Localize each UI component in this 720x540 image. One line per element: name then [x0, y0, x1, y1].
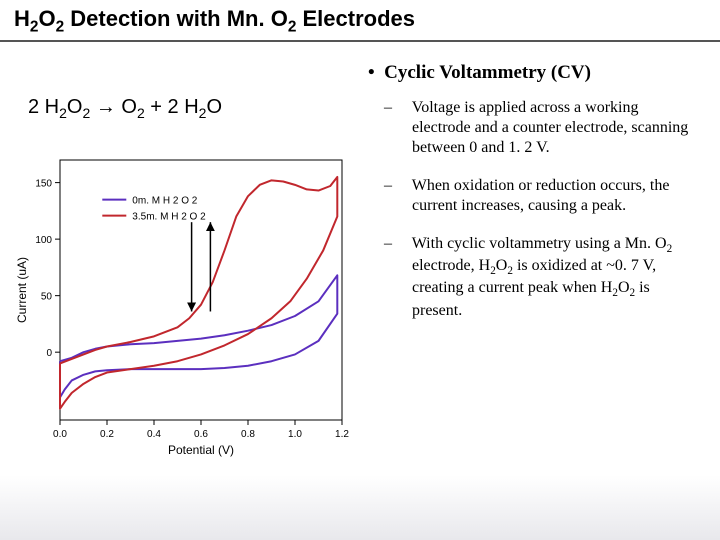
svg-text:0: 0	[46, 348, 52, 359]
svg-text:0.6: 0.6	[194, 429, 208, 440]
svg-text:0m. M H 2 O 2: 0m. M H 2 O 2	[132, 196, 197, 207]
slide-title: H2O2 Detection with Mn. O2 Electrodes	[14, 6, 415, 36]
svg-text:100: 100	[35, 235, 52, 246]
svg-text:0.8: 0.8	[241, 429, 255, 440]
sub-bullet-3: – With cyclic voltammetry using a Mn. O2…	[398, 234, 698, 321]
svg-text:50: 50	[41, 292, 53, 303]
sub-bullet-1: – Voltage is applied across a working el…	[398, 98, 698, 158]
svg-text:1.0: 1.0	[288, 429, 302, 440]
svg-text:Potential (V): Potential (V)	[168, 443, 234, 457]
cv-chart: 0.0 0.2 0.4 0.6 0.8 1.0 1.2 0 50 100 150 Potential …	[12, 150, 352, 460]
svg-text:0.2: 0.2	[100, 429, 114, 440]
svg-text:3.5m. M H 2 O 2: 3.5m. M H 2 O 2	[132, 212, 206, 223]
title-underline	[0, 40, 720, 42]
svg-text:0.4: 0.4	[147, 429, 161, 440]
main-bullet: • Cyclic Voltammetry (CV)	[368, 62, 591, 84]
svg-text:150: 150	[35, 179, 52, 190]
sub-bullet-2: – When oxidation or reduction occurs, th…	[398, 176, 698, 216]
svg-text:1.2: 1.2	[335, 429, 349, 440]
svg-text:Current (uA): Current (uA)	[15, 257, 29, 323]
reaction-equation: 2 H2O2 → O2 + 2 H2O	[28, 96, 222, 121]
sub-bullet-list: – Voltage is applied across a working el…	[398, 98, 698, 339]
svg-text:0.0: 0.0	[53, 429, 67, 440]
